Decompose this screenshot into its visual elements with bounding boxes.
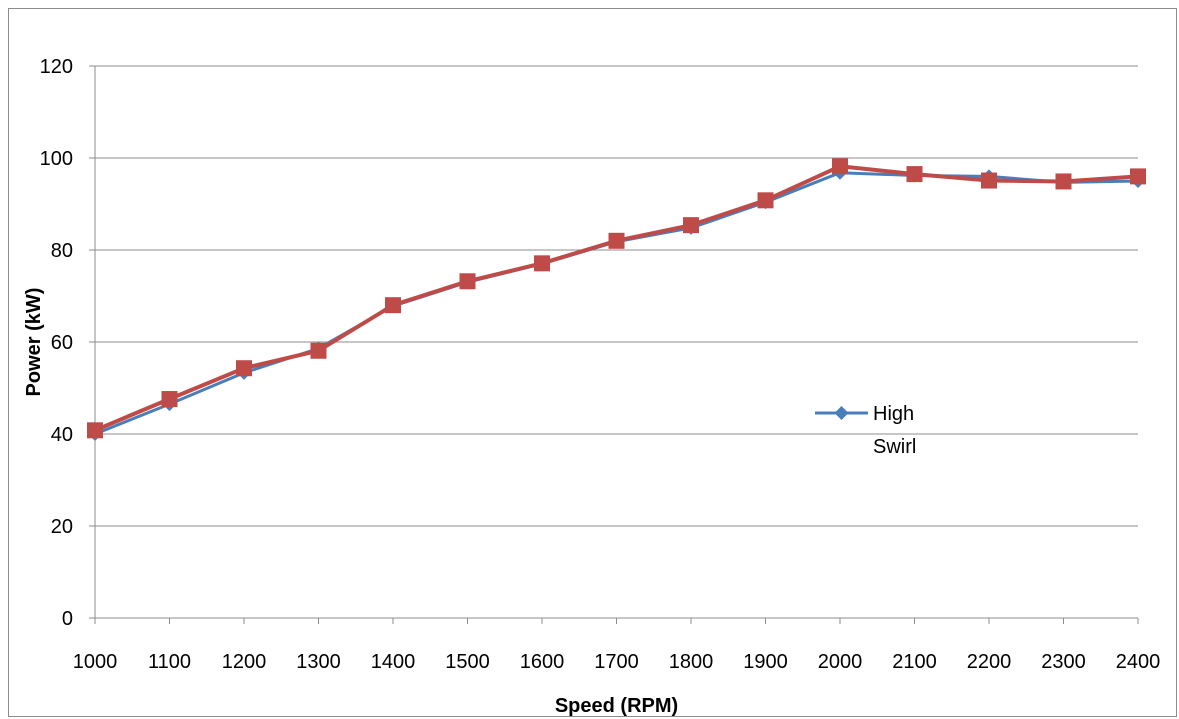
- y-tick-label: 60: [51, 332, 73, 354]
- x-tick-label: 2100: [892, 651, 937, 673]
- x-tick-label: 2200: [967, 651, 1012, 673]
- y-tick-label: 80: [51, 240, 73, 262]
- x-tick-label: 1500: [445, 651, 490, 673]
- axes: 0 20 40 60 80 100 120 1000 1100 1200 1300 1400 1500 1…: [40, 56, 1161, 673]
- y-axis-title: Power (kW): [23, 288, 45, 397]
- x-tick-label: 1400: [371, 651, 416, 673]
- series: [87, 158, 1146, 441]
- x-axis-title: Speed (RPM): [555, 695, 678, 717]
- y-tick-label: 120: [40, 56, 73, 78]
- data-point-square: [1055, 173, 1072, 190]
- x-tick-label: 2300: [1041, 651, 1086, 673]
- data-point-square: [1130, 168, 1146, 185]
- gridlines: [95, 65, 1138, 527]
- y-tick-label: 20: [51, 516, 73, 538]
- data-point-square: [310, 342, 327, 359]
- x-tick-label: 1300: [296, 651, 341, 673]
- data-point-square: [608, 232, 625, 249]
- data-point-square: [161, 391, 178, 408]
- x-tick-label: 1900: [743, 651, 788, 673]
- series-line-0: [94, 171, 1139, 436]
- y-tick-label: 100: [40, 148, 73, 170]
- x-tick-label: 1100: [148, 651, 191, 673]
- chart-frame: [8, 8, 1177, 717]
- data-point-square: [87, 422, 103, 439]
- x-tick-label: 1600: [520, 651, 565, 673]
- data-point-square: [236, 360, 252, 377]
- y-tick-label: 0: [62, 608, 73, 630]
- x-tick-label: 2000: [818, 651, 863, 673]
- data-point-square: [534, 255, 550, 272]
- x-tick-label: 1000: [73, 651, 118, 673]
- x-tick-label: 1700: [594, 651, 639, 673]
- data-point-square: [981, 172, 997, 189]
- data-point-square: [683, 217, 699, 234]
- data-point-square: [906, 166, 923, 183]
- legend: High Swirl: [815, 403, 916, 458]
- data-point-square: [832, 158, 848, 175]
- legend-marker-diamond-icon: [834, 406, 849, 420]
- data-point-square: [385, 297, 401, 314]
- x-tick-label: 1200: [222, 651, 267, 673]
- x-tick-label: 2400: [1116, 651, 1161, 673]
- data-point-square: [459, 273, 476, 290]
- y-tick-label: 40: [51, 424, 73, 446]
- series-line-1: [94, 164, 1139, 433]
- legend-label-line-1: High: [873, 403, 914, 425]
- x-tick-label: 1800: [669, 651, 714, 673]
- data-point-square: [757, 192, 774, 209]
- legend-label-line-2: Swirl: [873, 436, 916, 458]
